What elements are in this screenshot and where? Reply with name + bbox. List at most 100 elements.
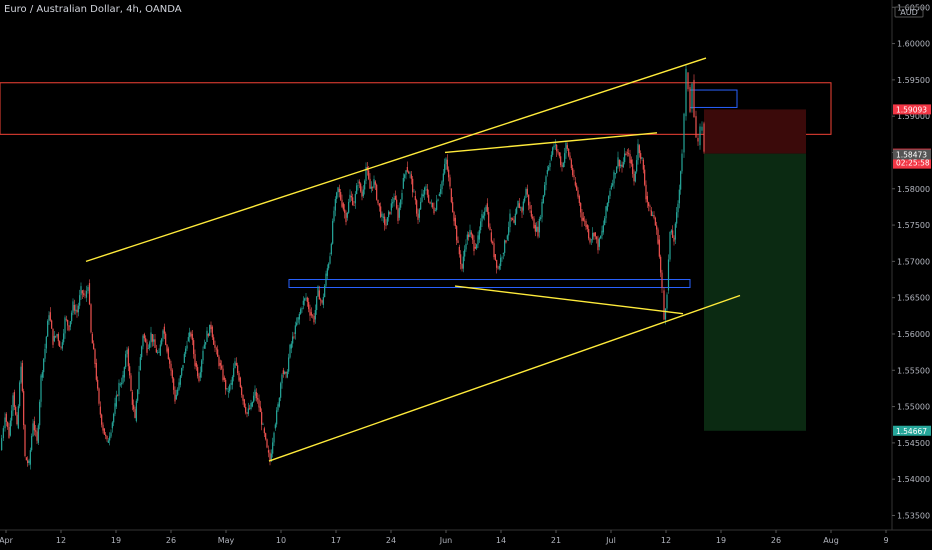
price-axis[interactable]: 1.605001.600001.595001.590001.585001.580… [891,0,932,550]
candle-body [37,425,39,443]
candle-body [410,174,412,179]
candle-body [107,440,109,443]
time-axis-bg [0,530,932,550]
candle-body [636,160,638,172]
candle-body [69,321,71,327]
candle-body [226,388,228,390]
candle-body [580,203,582,213]
candle-body [409,172,411,174]
candle-body [681,153,683,172]
candle-body [703,123,705,152]
candle-body [429,201,431,204]
candle-body [384,216,386,225]
candle-body [486,203,488,213]
candle-body [12,395,14,411]
time-axis[interactable]: Apr 12 19 26 May 10 17 24 Jun 14 21 Jul 12 19 26 Aug 9 [0,529,932,550]
candle-body [561,165,563,167]
candle-body [317,286,319,297]
candle-body [338,188,340,193]
candle-body [448,169,450,178]
candle-body [199,372,201,378]
candle-body [312,315,314,317]
candle-body [362,189,364,197]
candle-body [538,218,540,233]
time-tick-label: Aug [823,536,839,545]
candle-body [505,240,507,243]
zones-layer [0,82,832,431]
candle-body [385,224,387,226]
candle-body [634,171,636,182]
candle-body [147,347,149,349]
time-tick-label: 12 [56,536,66,545]
candle-body [689,87,691,112]
candle-body [437,199,439,201]
candle-body [354,193,356,204]
candle-body [417,213,419,220]
candle-body [185,348,187,354]
candle-body [320,299,322,301]
candle-body [242,394,244,401]
candle-body [281,374,283,384]
candle-body [333,210,335,222]
candle-body [263,428,265,434]
candle-body [685,68,687,117]
candle-body [394,196,396,200]
candle-body [274,424,276,429]
candle-body [24,425,26,457]
price-tag [893,425,931,436]
time-tick-label: 9 [883,536,888,545]
candle-body [673,237,675,242]
candle-body [508,227,510,236]
candle-body [699,126,701,146]
candle-body [262,424,264,425]
candle-body [408,171,410,174]
candle-body [40,375,42,402]
candle-body [618,159,620,167]
candle-body [376,184,378,200]
candle-body [577,190,579,197]
candle-body [250,403,252,409]
candle-body [106,435,108,440]
candle-body [622,162,624,167]
candle-body [489,226,491,230]
candle-body [520,207,522,209]
candle-body [246,412,248,414]
candle-body [57,333,59,342]
candle-body [178,382,180,390]
candle-body [198,376,200,382]
candle-body [401,193,403,200]
candle-body [509,213,511,228]
candle-body [273,432,275,443]
candle-body [490,232,492,242]
candle-body [125,354,127,368]
candle-body [301,308,303,310]
candle-body [570,159,572,169]
candle-body [621,164,623,168]
candle-body [75,309,77,311]
candle-body [488,212,490,227]
candle-body [214,344,216,348]
candle-body [154,339,156,348]
candle-body [568,148,570,156]
candle-body [346,212,348,218]
candle-body [640,153,642,159]
candle-body [131,392,133,405]
candle-body [660,256,662,273]
candle-body [93,343,95,350]
candle-body [554,144,556,146]
candle-body [666,294,668,309]
candle-body [532,216,534,219]
candle-body [480,221,482,231]
candle-body [476,244,478,249]
candle-body [512,218,514,220]
candle-body [98,388,100,404]
candle-body [7,421,9,427]
candle-body [481,214,483,222]
candle-body [205,342,207,345]
trendline [268,294,741,462]
candle-body [589,238,591,243]
candle-body [661,272,663,288]
candle-body [310,312,312,316]
candle-body [326,268,328,276]
